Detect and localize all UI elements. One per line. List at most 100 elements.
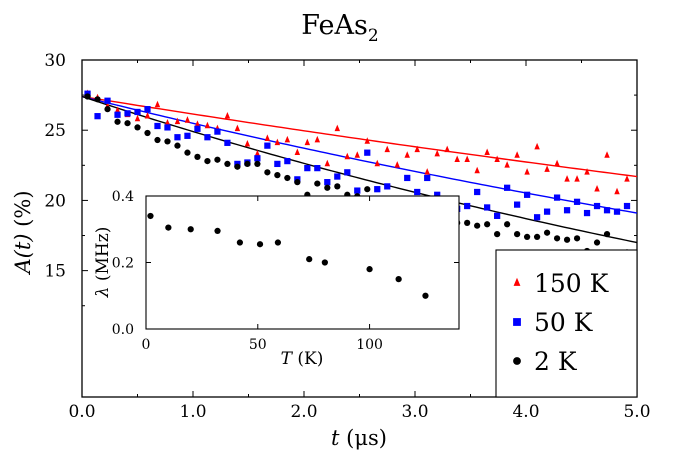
inset-y-tick-label: 0.2 xyxy=(112,256,134,272)
inset-y-axis: 0.0 0.2 0.4 xyxy=(112,189,459,338)
data-point xyxy=(474,188,481,196)
data-point xyxy=(603,207,611,214)
data-point xyxy=(174,142,181,149)
x-tick-label: 4.0 xyxy=(512,402,539,422)
data-point xyxy=(84,93,91,100)
data-point xyxy=(314,135,321,143)
data-point xyxy=(114,106,121,113)
data-point xyxy=(474,222,481,229)
fit-curve xyxy=(81,95,638,244)
data-point xyxy=(224,160,231,168)
inset-data-point xyxy=(422,292,429,299)
data-point xyxy=(164,118,171,126)
data-point xyxy=(344,169,351,176)
data-point xyxy=(174,117,181,125)
data-point xyxy=(424,174,431,182)
data-point xyxy=(504,161,510,168)
data-point xyxy=(384,145,390,153)
data-point xyxy=(184,132,191,139)
data-point xyxy=(244,160,251,168)
data-point xyxy=(523,191,531,198)
data-point xyxy=(563,207,571,214)
data-point xyxy=(214,128,221,135)
data-point xyxy=(244,140,251,147)
inset-data-point xyxy=(256,241,264,248)
data-point xyxy=(384,183,391,190)
data-point xyxy=(364,137,370,144)
data-point xyxy=(144,129,151,137)
data-point xyxy=(194,125,201,132)
data-point xyxy=(614,187,620,195)
data-point xyxy=(294,179,301,186)
data-point xyxy=(554,159,560,167)
data-point xyxy=(603,230,611,238)
inset-data-point xyxy=(274,239,282,246)
data-point xyxy=(234,124,241,132)
data-point xyxy=(204,157,211,165)
data-point xyxy=(224,139,231,146)
legend: 150 K 50 K 2 K xyxy=(495,249,638,398)
data-point xyxy=(454,155,460,163)
data-point xyxy=(594,184,600,192)
data-point xyxy=(94,96,101,103)
data-point xyxy=(583,209,591,217)
fit-curve xyxy=(81,95,638,178)
data-point xyxy=(274,160,281,168)
y-axis-label: A(t) (%) xyxy=(11,190,35,275)
data-point xyxy=(324,179,331,186)
data-point xyxy=(604,151,610,158)
data-point xyxy=(434,191,441,198)
data-point xyxy=(563,236,571,243)
fit-curve xyxy=(81,95,638,214)
data-point xyxy=(104,97,111,104)
data-point xyxy=(494,230,501,238)
inset-data-point xyxy=(395,276,402,283)
data-point xyxy=(464,155,470,163)
data-point xyxy=(484,221,491,228)
data-point xyxy=(264,134,271,141)
data-point xyxy=(354,187,361,194)
data-point xyxy=(414,188,421,196)
data-point xyxy=(144,111,151,119)
data-point xyxy=(224,111,231,119)
y-tick-label: 30 xyxy=(44,51,66,71)
x-tick-label: 0.0 xyxy=(68,402,95,422)
data-point xyxy=(464,219,471,227)
inset-y-tick-label: 0.0 xyxy=(112,322,134,338)
inset-x-axis-label: T (K) xyxy=(281,349,324,369)
data-point xyxy=(184,116,191,123)
data-point xyxy=(114,118,121,125)
data-point xyxy=(154,136,161,144)
data-point xyxy=(324,184,331,191)
data-point xyxy=(573,235,581,242)
data-point xyxy=(533,233,541,241)
data-point xyxy=(543,229,551,236)
data-point xyxy=(94,113,101,120)
data-point xyxy=(184,149,191,156)
data-point xyxy=(204,134,211,141)
data-point xyxy=(484,148,490,155)
data-point xyxy=(284,135,291,143)
data-point xyxy=(494,212,501,219)
data-point xyxy=(334,173,341,180)
chart-title: FeAs2 xyxy=(301,10,378,46)
data-point xyxy=(623,202,631,210)
data-point xyxy=(573,198,581,205)
y-tick-label: 20 xyxy=(44,191,66,211)
data-point xyxy=(544,165,550,172)
inset-y-tick-label: 0.4 xyxy=(112,189,134,205)
data-point xyxy=(204,121,211,129)
x-tick-label: 1.0 xyxy=(179,402,206,422)
data-point xyxy=(134,108,141,116)
inset-y-axis-label: λ (MHz) xyxy=(93,227,113,299)
data-point xyxy=(304,165,311,172)
data-point xyxy=(584,168,590,175)
data-point xyxy=(254,155,261,162)
legend-label: 50 K xyxy=(534,308,594,337)
inset-data-point xyxy=(306,256,313,263)
data-point xyxy=(424,168,430,175)
data-point xyxy=(553,194,561,201)
data-point xyxy=(514,230,521,238)
inset-data-point xyxy=(147,212,154,220)
data-point xyxy=(314,180,321,187)
